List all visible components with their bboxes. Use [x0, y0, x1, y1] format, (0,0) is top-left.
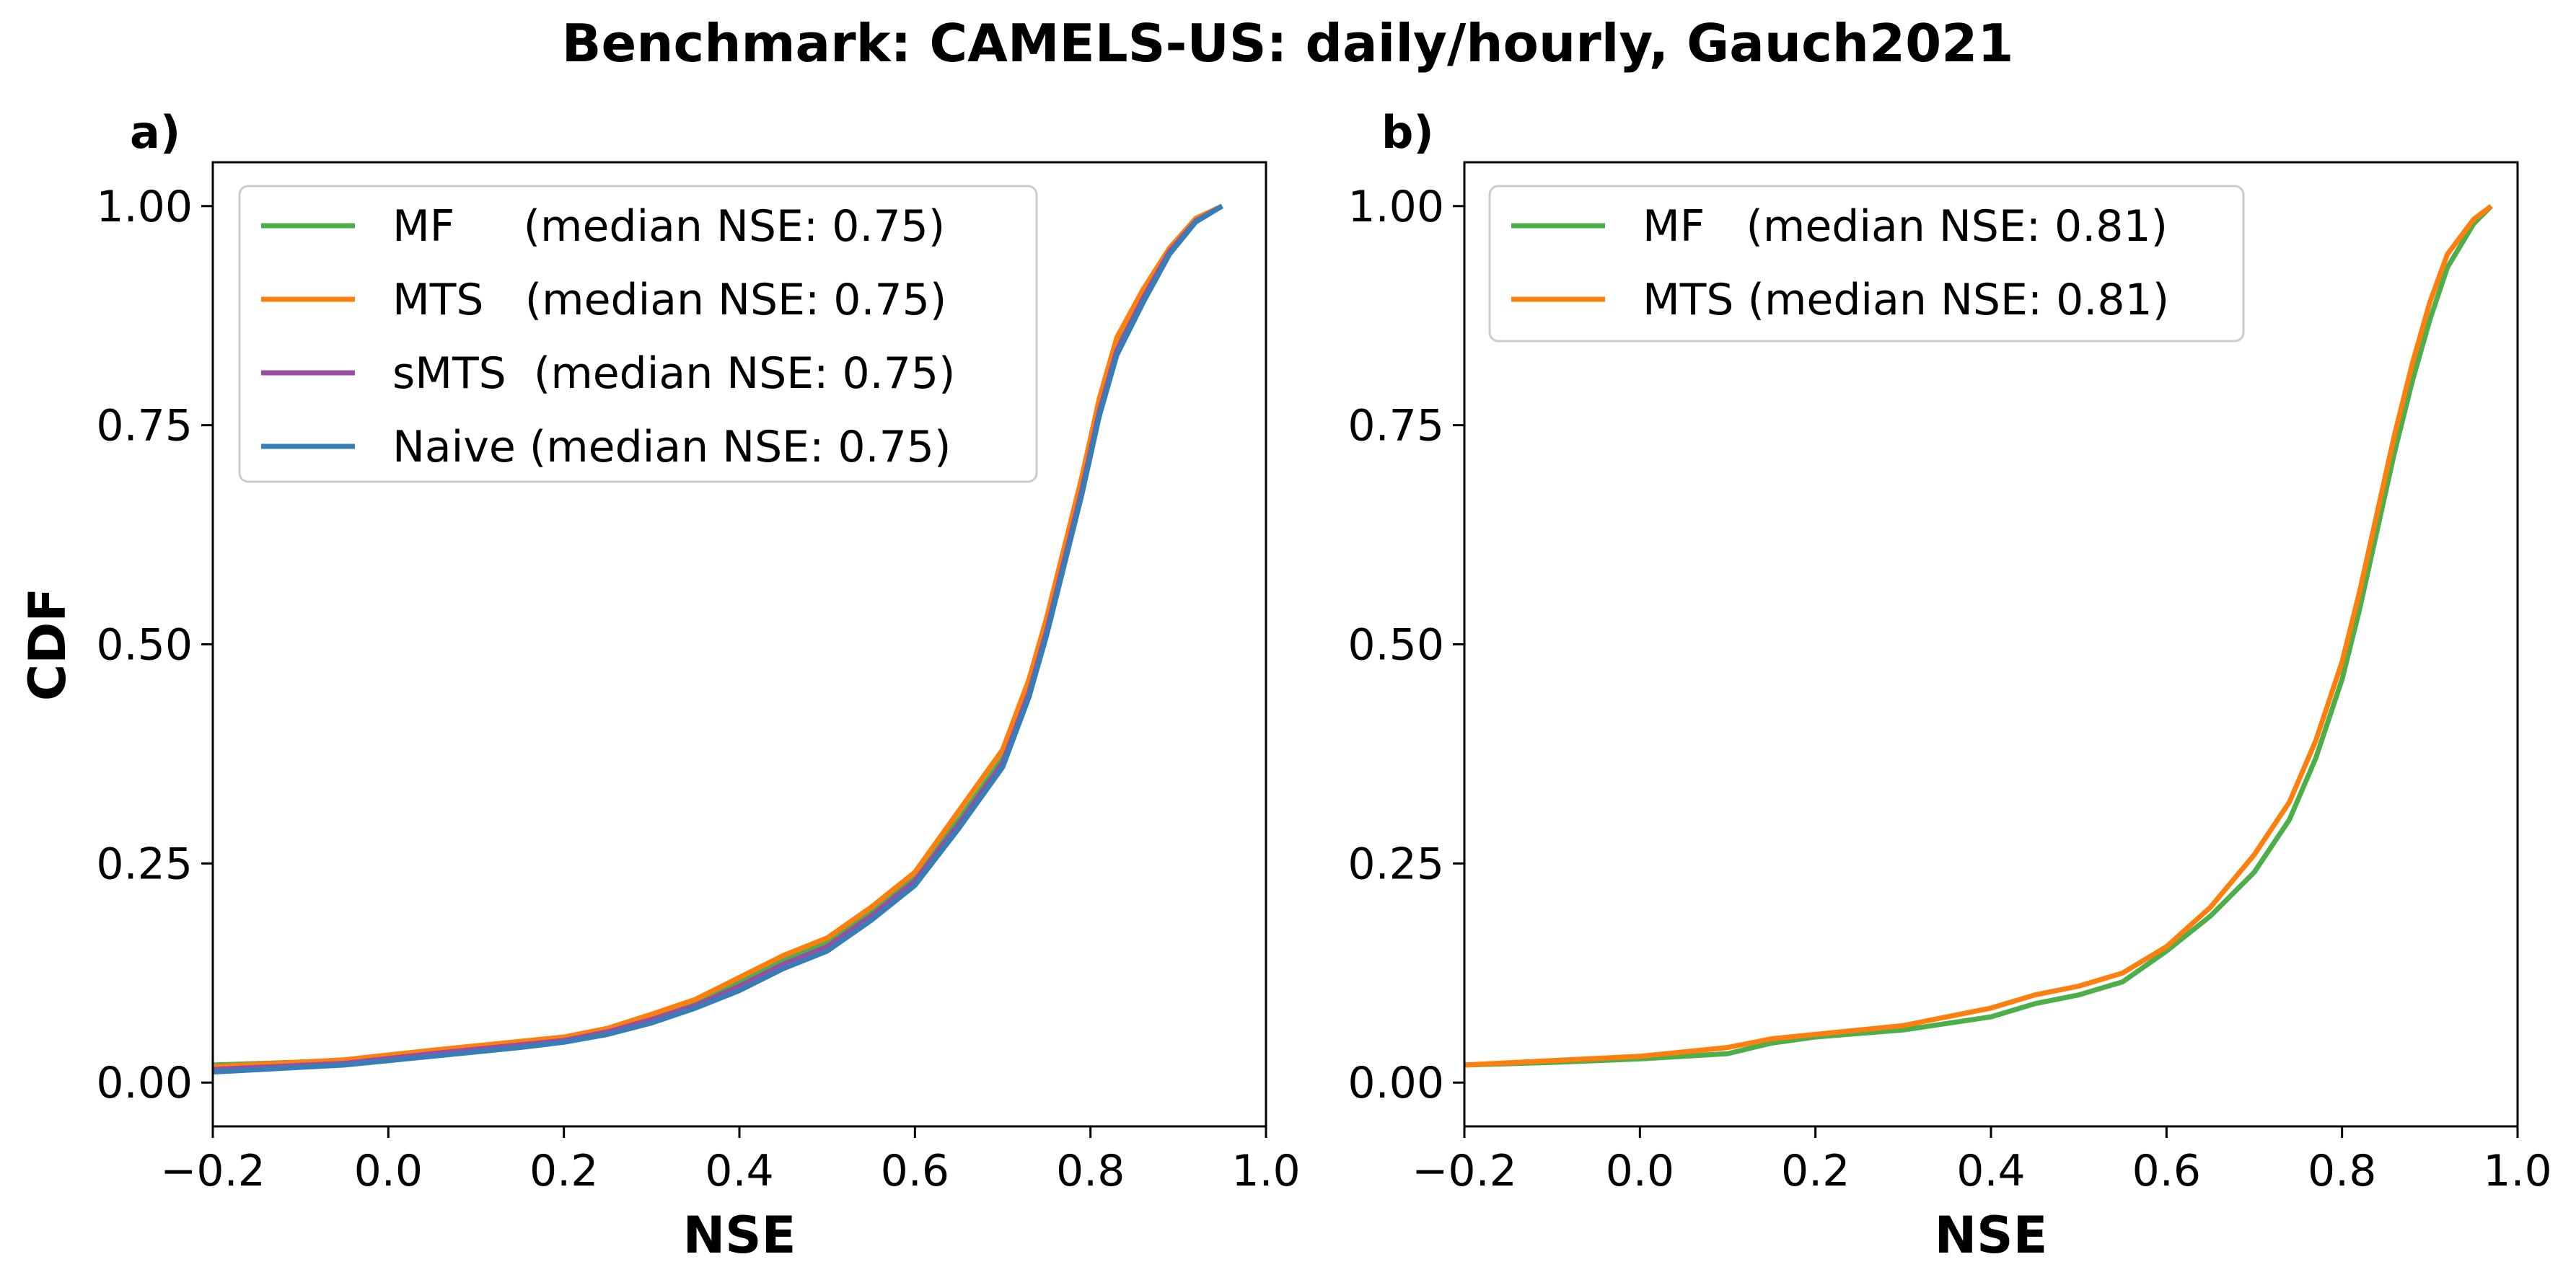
legend-label: sMTS (median NSE: 0.75): [392, 348, 955, 399]
y-tick-label: 0.25: [96, 839, 193, 889]
y-axis-label: CDF: [18, 588, 77, 701]
y-tick-label: 0.00: [96, 1058, 193, 1108]
x-tick-label: 0.8: [1056, 1146, 1125, 1196]
y-tick-label: 0.25: [1348, 839, 1444, 889]
series-line-mf: [1464, 204, 2493, 1068]
legend-label: MF (median NSE: 0.81): [1643, 201, 2168, 252]
x-tick-label: 0.6: [881, 1146, 949, 1196]
x-tick-label: 0.6: [2132, 1146, 2201, 1196]
y-tick-label: 1.00: [1348, 182, 1444, 232]
series-line-naive: [213, 203, 1224, 1075]
figure-title: Benchmark: CAMELS-US: daily/hourly, Gauc…: [562, 13, 2014, 74]
x-tick-label: 0.0: [1606, 1146, 1674, 1196]
y-tick-label: 0.75: [96, 401, 193, 451]
x-tick-label: 0.2: [529, 1146, 598, 1196]
panel-label: a): [130, 106, 180, 159]
legend-box: [1488, 185, 2245, 343]
panel-label: b): [1381, 106, 1434, 159]
x-axis-label: NSE: [1935, 1206, 2048, 1265]
series-group: [1464, 203, 2493, 1068]
panels: a) −0.2 0.0 0.2 0.4 0.6 0.8 1.0 0.00 0.25 0.50 0.75…: [18, 106, 2552, 1265]
x-tick-label: −0.2: [160, 1146, 265, 1196]
x-tick-label: 0.0: [354, 1146, 423, 1196]
y-tick-label: 0.75: [1348, 401, 1444, 451]
legend-label: MTS (median NSE: 0.75): [392, 275, 946, 325]
panel-b: b) −0.2 0.0 0.2 0.4 0.6 0.8 1.0 0.00 0.25 0.50 0.75…: [1348, 106, 2551, 1265]
x-tick-label: 0.4: [1956, 1146, 2025, 1196]
legend-label: MTS (median NSE: 0.81): [1643, 275, 2169, 325]
y-tick-label: 0.50: [96, 620, 193, 671]
x-tick-label: 0.4: [705, 1146, 773, 1196]
x-axis-label: NSE: [683, 1206, 796, 1265]
legend: MF (median NSE: 0.75) MTS (median NSE: 0.…: [238, 185, 1038, 483]
y-tick-label: 1.00: [96, 182, 193, 232]
legend-label: Naive (median NSE: 0.75): [392, 422, 951, 472]
panel-a: a) −0.2 0.0 0.2 0.4 0.6 0.8 1.0 0.00 0.25 0.50 0.75…: [18, 106, 1301, 1265]
legend: MF (median NSE: 0.81) MTS (median NSE: 0.…: [1488, 185, 2245, 343]
legend-box: [238, 185, 1038, 483]
y-tick-label: 0.00: [1348, 1058, 1444, 1108]
y-tick-label: 0.50: [1348, 620, 1444, 671]
x-tick-label: 1.0: [2483, 1146, 2551, 1196]
x-tick-label: −0.2: [1412, 1146, 1517, 1196]
series-line-mts: [213, 203, 1223, 1069]
x-tick-label: 0.8: [2308, 1146, 2376, 1196]
x-tick-label: 0.2: [1781, 1146, 1850, 1196]
legend-label: MF (median NSE: 0.75): [392, 201, 945, 252]
x-tick-label: 1.0: [1231, 1146, 1300, 1196]
series-line-mts: [1464, 203, 2493, 1068]
series-group: [213, 203, 1224, 1075]
